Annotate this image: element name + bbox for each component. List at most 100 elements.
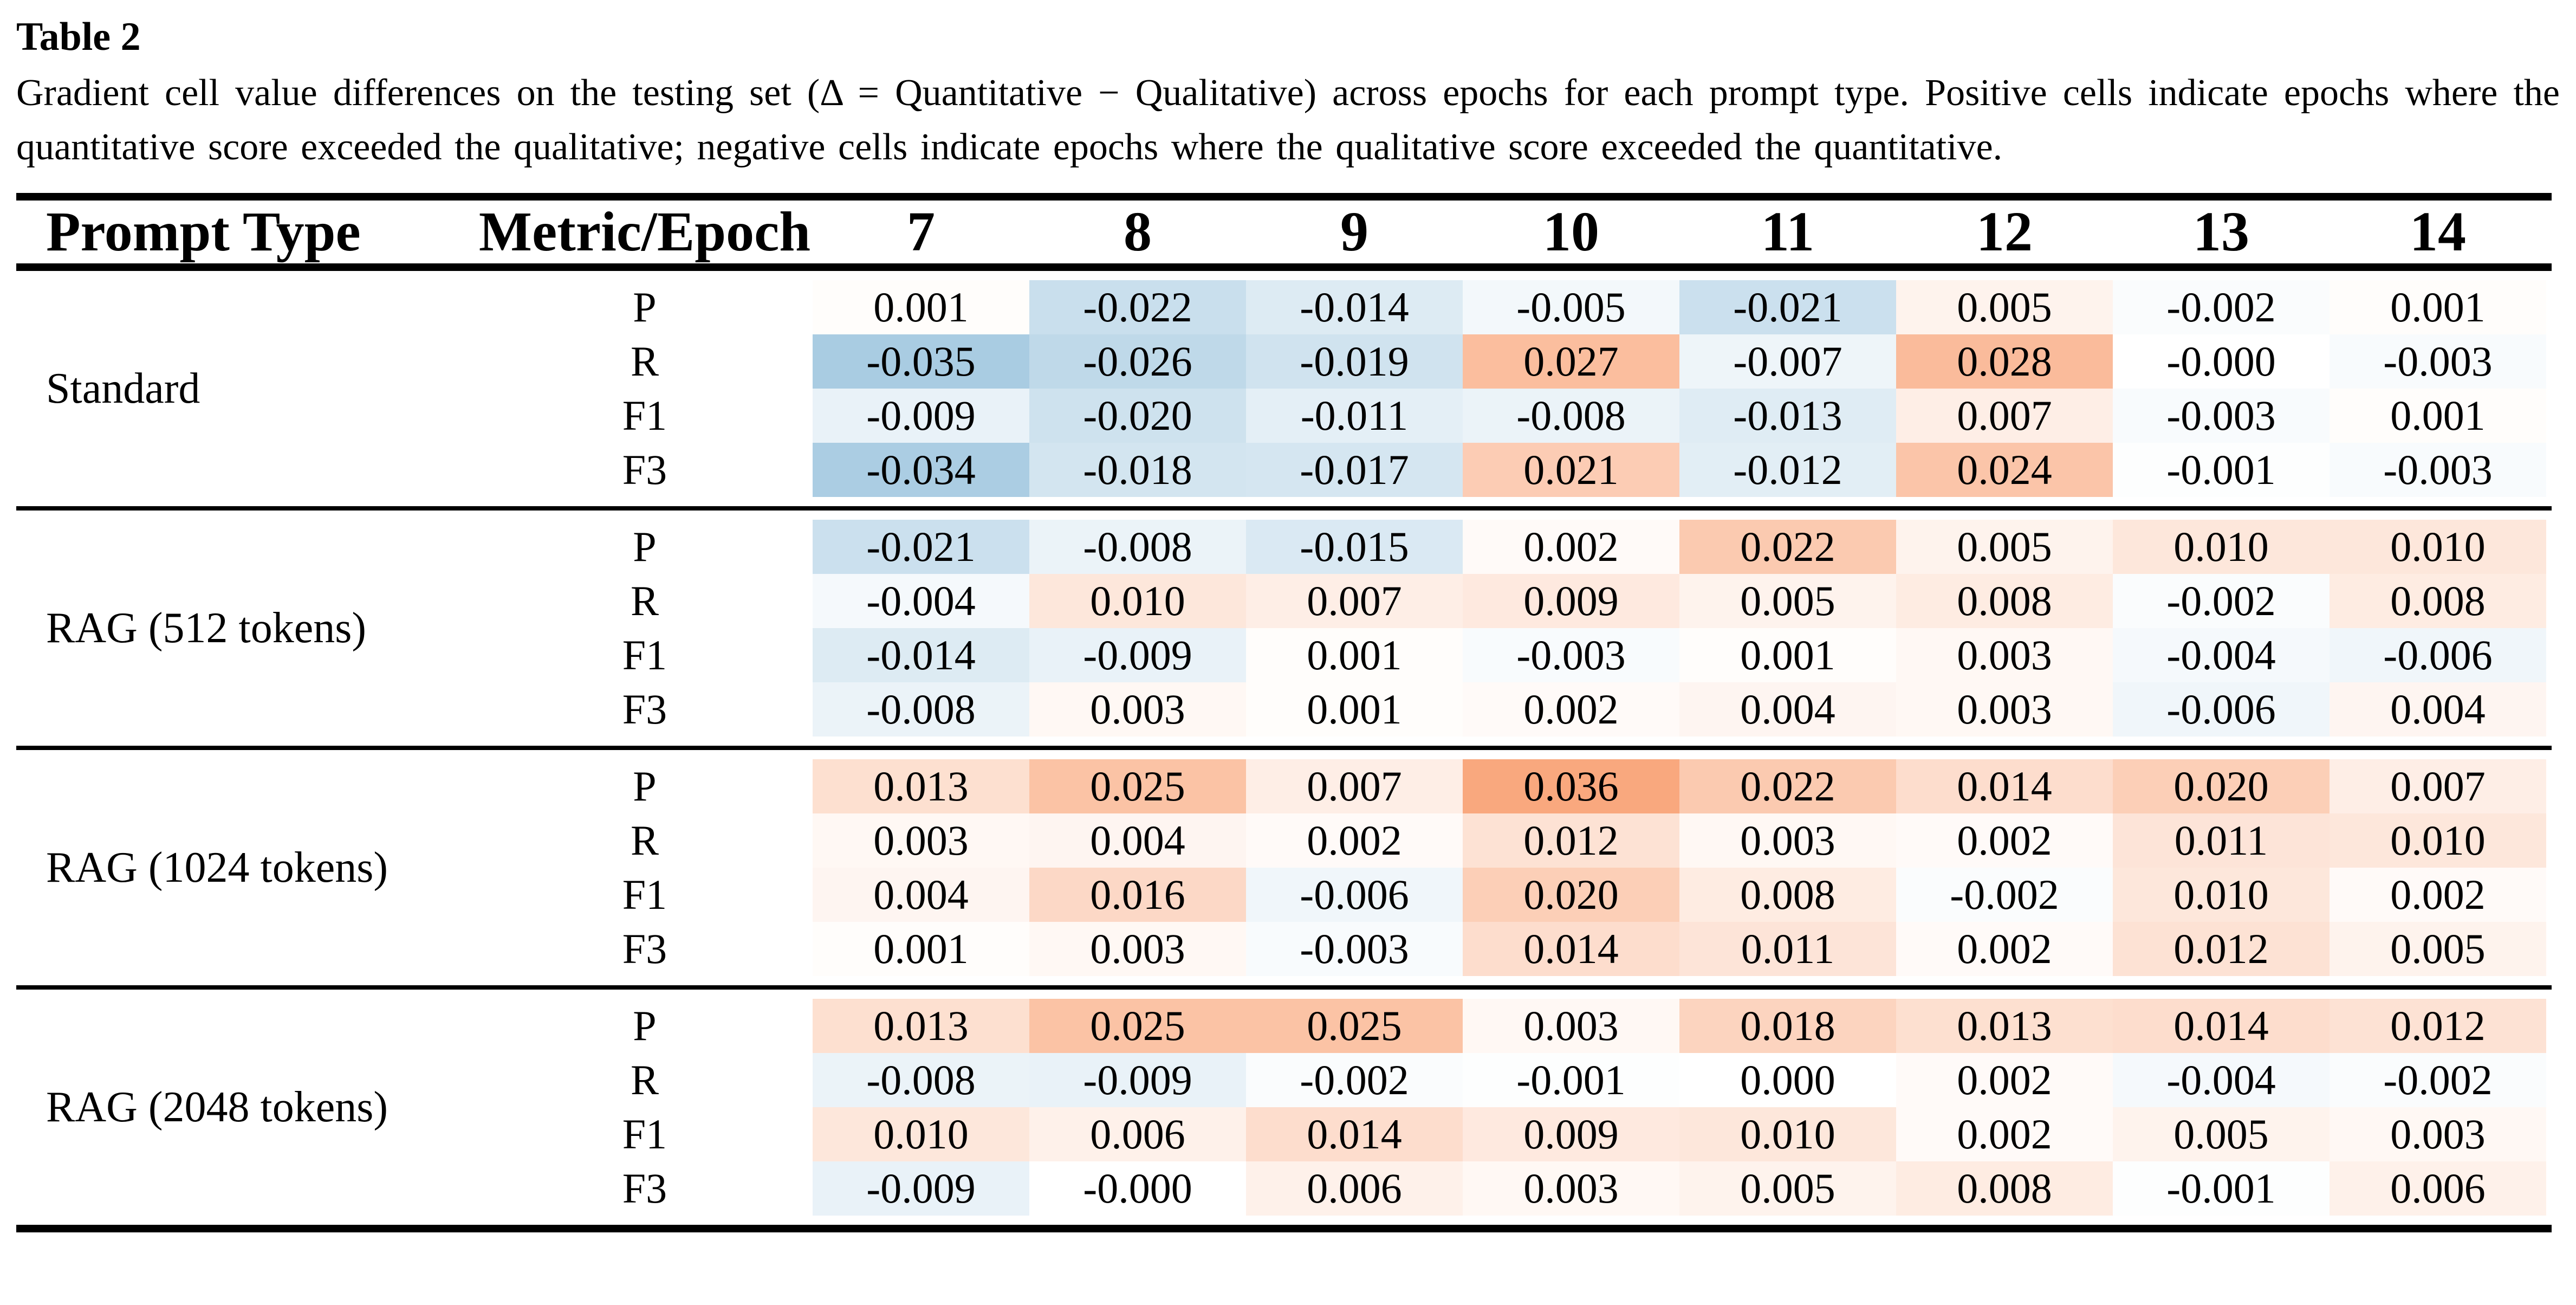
value-cell: -0.035: [813, 334, 1029, 389]
value-cell: -0.009: [1029, 1053, 1246, 1107]
value-cell: 0.025: [1246, 999, 1463, 1053]
prompt-type-label: Standard: [46, 364, 200, 412]
value-cell: -0.004: [813, 574, 1029, 628]
value-cell: 0.001: [1246, 628, 1463, 682]
block-separator-rule: [16, 506, 2552, 511]
metric-label: F1: [622, 392, 667, 439]
epoch-column-header: 7: [907, 201, 935, 263]
prompt-type-block: RAG (512 tokens) P -0.021 -0.008 -0.015 0.002…: [16, 511, 2576, 746]
value-cell: 0.008: [1679, 868, 1896, 922]
value-cell: 0.003: [1029, 922, 1246, 976]
value-cell: -0.001: [2113, 443, 2330, 497]
value-cell: 0.003: [1463, 999, 1679, 1053]
block-separator-rule: [16, 746, 2552, 750]
header-metric-epoch: Metric/Epoch: [478, 201, 811, 263]
value-cell: 0.011: [1679, 922, 1896, 976]
value-cell: 0.001: [2330, 280, 2546, 334]
value-cell: 0.009: [1463, 574, 1679, 628]
value-cell: -0.002: [2113, 574, 2330, 628]
value-cell: 0.007: [1246, 574, 1463, 628]
value-cell: -0.017: [1246, 443, 1463, 497]
metric-label: F3: [622, 446, 667, 493]
prompt-type-block: RAG (2048 tokens) P 0.013 0.025 0.025 0.003 0.…: [16, 990, 2576, 1225]
value-cell: -0.006: [1246, 868, 1463, 922]
value-cell: 0.012: [2113, 922, 2330, 976]
metric-label: R: [630, 817, 659, 864]
value-cell: 0.000: [1679, 1053, 1896, 1107]
value-cell: -0.002: [1246, 1053, 1463, 1107]
value-cell: -0.014: [1246, 280, 1463, 334]
value-cell: 0.004: [1679, 682, 1896, 737]
metric-label: R: [630, 1056, 659, 1103]
prompt-type-block: RAG (1024 tokens) P 0.013 0.025 0.007 0.036 0.…: [16, 750, 2576, 985]
value-cell: 0.003: [1896, 628, 2113, 682]
value-cell: 0.008: [1896, 574, 2113, 628]
header-prompt-type: Prompt Type: [46, 201, 361, 263]
value-cell: 0.005: [1679, 1161, 1896, 1216]
value-cell: 0.014: [2113, 999, 2330, 1053]
value-cell: -0.002: [1896, 868, 2113, 922]
value-cell: 0.010: [2330, 813, 2546, 868]
block-separator-rule: [16, 985, 2552, 990]
epoch-column-header: 10: [1543, 201, 1599, 263]
value-cell: 0.004: [1029, 813, 1246, 868]
value-cell: 0.003: [2330, 1107, 2546, 1161]
value-cell: -0.021: [1679, 280, 1896, 334]
value-cell: -0.014: [813, 628, 1029, 682]
value-cell: 0.004: [2330, 682, 2546, 737]
prompt-type-label: RAG (2048 tokens): [46, 1083, 388, 1131]
value-cell: 0.002: [1896, 813, 2113, 868]
value-cell: 0.024: [1896, 443, 2113, 497]
value-cell: 0.014: [1246, 1107, 1463, 1161]
value-cell: -0.011: [1246, 389, 1463, 443]
value-cell: 0.021: [1463, 443, 1679, 497]
value-cell: 0.002: [1896, 1053, 2113, 1107]
value-cell: 0.014: [1463, 922, 1679, 976]
header-row: Prompt Type Metric/Epoch 7 8 9 10 11 12 13 14: [16, 201, 2576, 263]
value-cell: 0.007: [2330, 759, 2546, 813]
value-cell: 0.013: [813, 759, 1029, 813]
value-cell: -0.021: [813, 520, 1029, 574]
value-cell: 0.002: [1896, 922, 2113, 976]
value-cell: 0.006: [1029, 1107, 1246, 1161]
value-cell: 0.010: [2330, 520, 2546, 574]
value-cell: 0.005: [2330, 922, 2546, 976]
value-cell: 0.027: [1463, 334, 1679, 389]
value-cell: -0.008: [1029, 520, 1246, 574]
value-cell: 0.022: [1679, 759, 1896, 813]
value-cell: 0.004: [813, 868, 1029, 922]
table-body: Standard P 0.001 -0.022 -0.014 -0.005 -0.021 0.…: [0, 271, 2576, 1225]
value-cell: -0.015: [1246, 520, 1463, 574]
prompt-type-block: Standard P 0.001 -0.022 -0.014 -0.005 -0.021 0.…: [16, 271, 2576, 506]
value-cell: -0.020: [1029, 389, 1246, 443]
value-cell: 0.010: [1029, 574, 1246, 628]
epoch-column-header: 12: [1976, 201, 2033, 263]
prompt-type-label: RAG (512 tokens): [46, 604, 367, 652]
epoch-column-header: 13: [2193, 201, 2249, 263]
value-cell: -0.008: [813, 1053, 1029, 1107]
metric-label: R: [630, 577, 659, 624]
value-cell: 0.016: [1029, 868, 1246, 922]
value-cell: 0.010: [2113, 520, 2330, 574]
value-cell: 0.025: [1029, 999, 1246, 1053]
value-cell: 0.013: [813, 999, 1029, 1053]
value-cell: -0.009: [813, 1161, 1029, 1216]
value-cell: 0.008: [1896, 1161, 2113, 1216]
value-cell: 0.036: [1463, 759, 1679, 813]
metric-label: F3: [622, 1165, 667, 1212]
value-cell: -0.002: [2113, 280, 2330, 334]
value-cell: 0.010: [2113, 868, 2330, 922]
value-cell: 0.025: [1029, 759, 1246, 813]
value-cell: -0.001: [2113, 1161, 2330, 1216]
value-cell: -0.019: [1246, 334, 1463, 389]
value-cell: -0.003: [1463, 628, 1679, 682]
value-cell: 0.012: [2330, 999, 2546, 1053]
value-cell: 0.008: [2330, 574, 2546, 628]
metric-label: P: [633, 1002, 657, 1049]
value-cell: -0.003: [2330, 334, 2546, 389]
value-cell: 0.012: [1463, 813, 1679, 868]
top-rule: [16, 193, 2552, 201]
value-cell: 0.003: [1896, 682, 2113, 737]
value-cell: -0.001: [1463, 1053, 1679, 1107]
value-cell: -0.003: [1246, 922, 1463, 976]
